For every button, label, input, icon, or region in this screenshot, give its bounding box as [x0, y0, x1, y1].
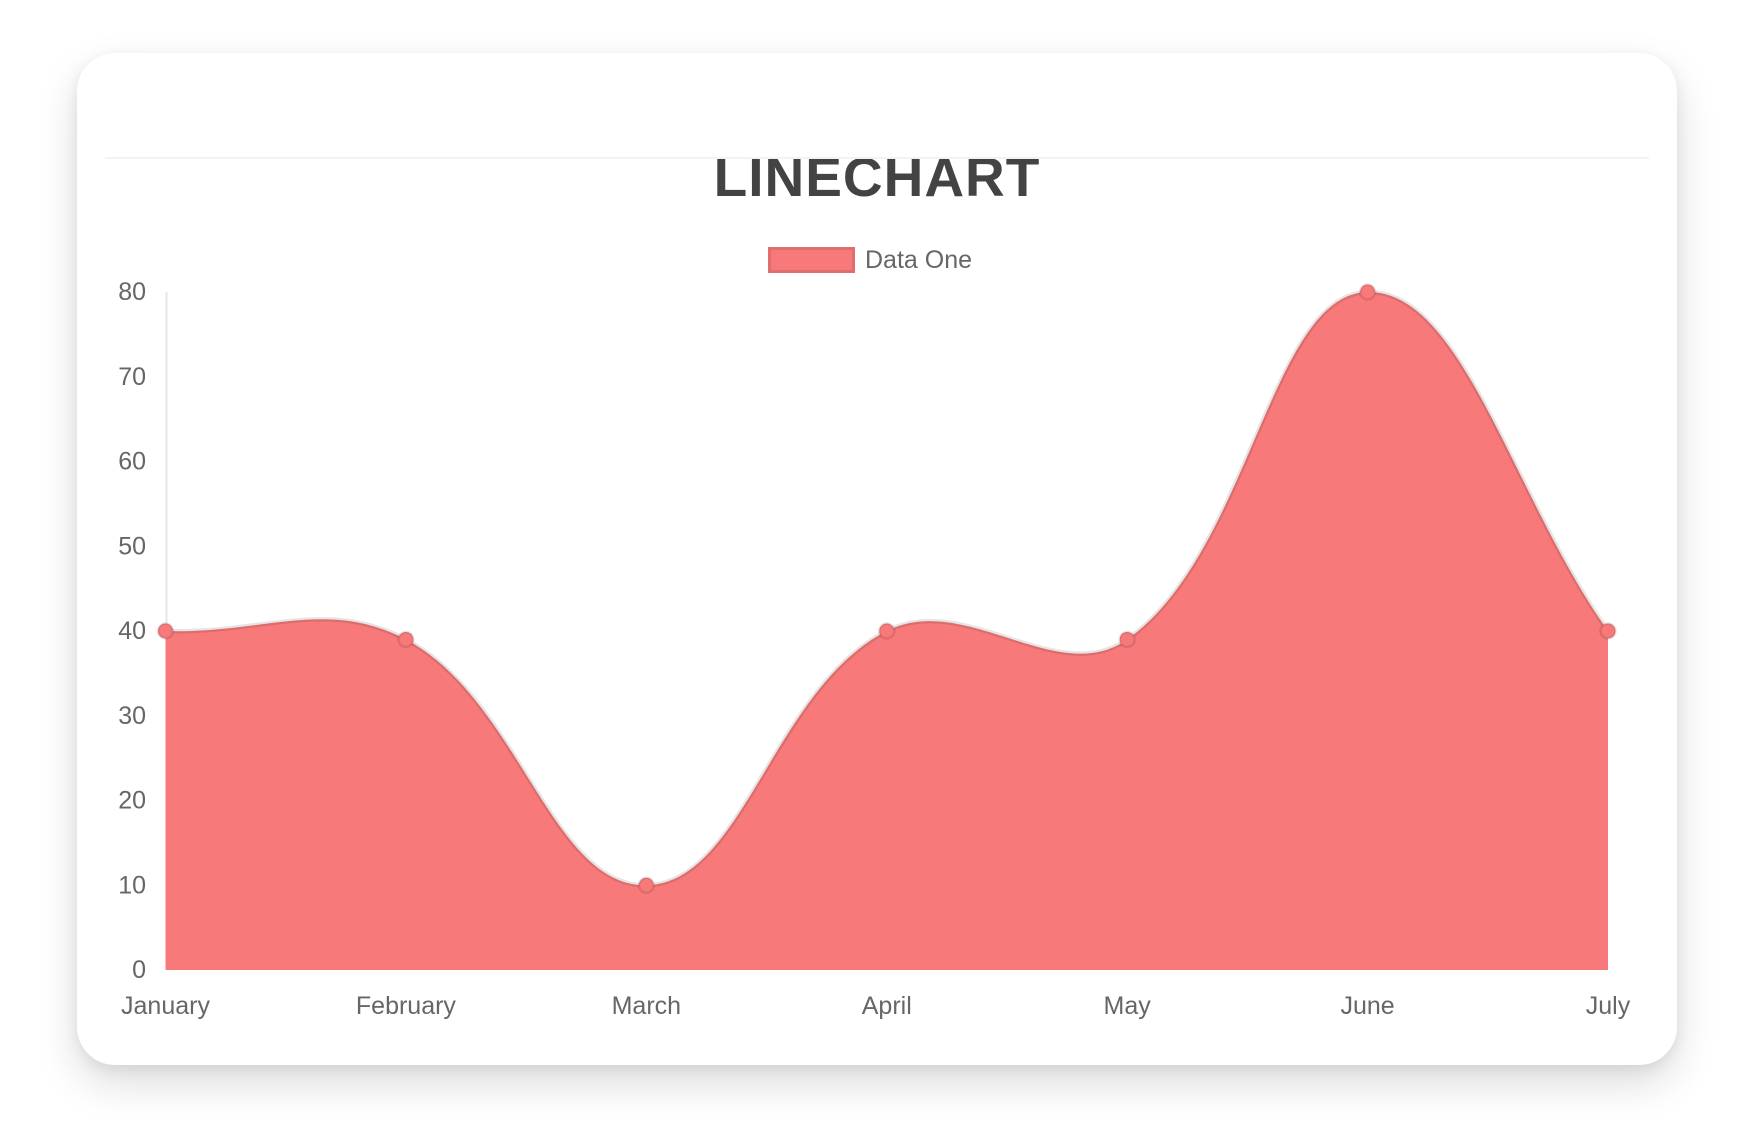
y-axis-tick-label: 60	[118, 448, 146, 476]
y-axis-tick-label: 40	[118, 617, 146, 645]
data-point-february[interactable]	[397, 630, 415, 649]
y-axis-tick-label: 10	[118, 871, 146, 899]
series-area-fill	[165, 291, 1608, 970]
x-axis-tick-label: June	[1340, 992, 1394, 1020]
chart-title: LINECHART	[713, 146, 1041, 208]
title-divider	[105, 157, 1649, 159]
y-axis-tick-label: 70	[118, 363, 146, 391]
data-point-march[interactable]	[637, 876, 656, 894]
data-point-may[interactable]	[1118, 630, 1136, 649]
y-axis-tick-label: 50	[118, 532, 146, 560]
data-point-january[interactable]	[156, 622, 175, 640]
y-axis-tick-label: 30	[118, 702, 146, 730]
series-line	[165, 289, 1610, 888]
y-axis-tick-label: 20	[118, 787, 146, 815]
legend-label: Data One	[865, 246, 973, 274]
y-axis-tick-label: 80	[118, 278, 146, 306]
legend-swatch	[768, 247, 855, 273]
x-axis-tick-label: July	[1586, 992, 1631, 1020]
x-axis-tick-label: April	[862, 992, 912, 1020]
x-axis-tick-label: March	[612, 992, 681, 1020]
data-point-july[interactable]	[1599, 622, 1617, 640]
data-point-june[interactable]	[1358, 283, 1377, 301]
data-point-april[interactable]	[878, 622, 896, 640]
legend-item-data-one[interactable]: Data One	[768, 247, 972, 273]
y-axis-tick-label: 0	[132, 956, 146, 984]
x-axis-tick-label: May	[1104, 992, 1152, 1020]
x-axis-tick-label: January	[121, 992, 210, 1020]
x-axis-tick-label: February	[356, 992, 457, 1020]
